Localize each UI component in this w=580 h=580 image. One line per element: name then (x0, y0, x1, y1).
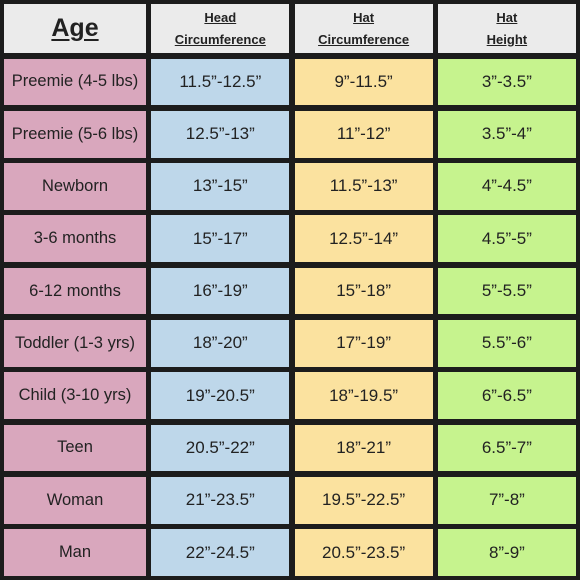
hat-height-cell: 4”-4.5” (437, 163, 576, 210)
hat-circumference-cell: 11.5”-13” (294, 163, 433, 210)
age-cell: Toddler (1-3 yrs) (4, 319, 146, 367)
header-head-line1: Head (204, 9, 237, 25)
hat-circumference-cell: 12.5”-14” (294, 215, 433, 263)
head-circumference-cell: 12.5”-13” (151, 110, 290, 158)
head-circumference-cell: 18”-20” (151, 319, 290, 367)
age-cell: Man (4, 529, 146, 576)
header-hat-line2: Circumference (318, 31, 410, 47)
age-cell: Woman (4, 476, 146, 524)
hat-height-cell: 5”-5.5” (437, 267, 576, 315)
hat-circumference-cell: 19.5”-22.5” (294, 476, 433, 524)
header-height-line2: Height (486, 31, 528, 47)
hat-circumference-cell: 15”-18” (294, 267, 433, 315)
head-circumference-cell: 16”-19” (151, 267, 290, 315)
hat-height-cell: 6.5”-7” (437, 424, 576, 472)
hat-circumference-cell: 18”-21” (294, 424, 433, 472)
age-cell: Newborn (4, 163, 146, 210)
age-cell: 6-12 months (4, 267, 146, 315)
age-cell: Preemie (5-6 lbs) (4, 110, 146, 158)
hat-circumference-cell: 9”-11.5” (294, 58, 433, 106)
head-circumference-cell: 20.5”-22” (151, 424, 290, 472)
header-height-line1: Hat (496, 9, 518, 25)
hat-height-cell: 7”-8” (437, 476, 576, 524)
hat-height-cell: 5.5”-6” (437, 319, 576, 367)
hat-height-cell: 3.5”-4” (437, 110, 576, 158)
header-head-circumference: Head Circumference (151, 4, 290, 53)
head-circumference-cell: 21”-23.5” (151, 476, 290, 524)
hat-circumference-cell: 11”-12” (294, 110, 433, 158)
hat-height-cell: 4.5”-5” (437, 215, 576, 263)
hat-circumference-cell: 17”-19” (294, 319, 433, 367)
head-circumference-cell: 19”-20.5” (151, 372, 290, 420)
hat-height-cell: 6”-6.5” (437, 372, 576, 420)
age-cell: 3-6 months (4, 215, 146, 263)
hat-circumference-cell: 20.5”-23.5” (294, 529, 433, 576)
hat-height-cell: 3”-3.5” (437, 58, 576, 106)
header-hat-height: Hat Height (437, 4, 576, 53)
head-circumference-cell: 22”-24.5” (151, 529, 290, 576)
head-circumference-cell: 13”-15” (151, 163, 290, 210)
age-cell: Preemie (4-5 lbs) (4, 58, 146, 106)
header-hat-line1: Hat (353, 9, 375, 25)
head-circumference-cell: 11.5”-12.5” (151, 58, 290, 106)
header-head-line2: Circumference (174, 31, 266, 47)
age-cell: Child (3-10 yrs) (4, 372, 146, 420)
size-chart-table: Age Head Circumference Hat Circumference… (4, 4, 576, 576)
hat-circumference-cell: 18”-19.5” (294, 372, 433, 420)
header-hat-circumference: Hat Circumference (294, 4, 433, 53)
header-age: Age (4, 4, 146, 53)
age-cell: Teen (4, 424, 146, 472)
hat-height-cell: 8”-9” (437, 529, 576, 576)
head-circumference-cell: 15”-17” (151, 215, 290, 263)
